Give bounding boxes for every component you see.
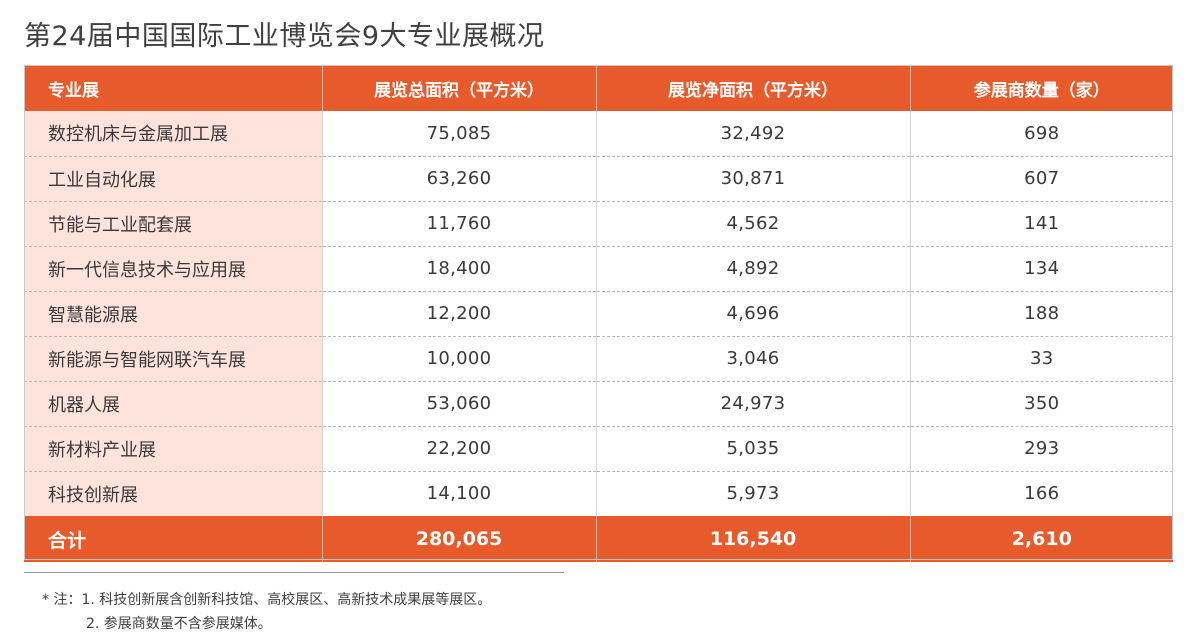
- net-area-sum: 116,540: [596, 516, 911, 562]
- total-area-cell: 10,000: [322, 336, 597, 382]
- net-area-cell: 32,492: [596, 111, 911, 157]
- net-area-cell: 5,035: [596, 426, 911, 472]
- total-area-cell: 22,200: [322, 426, 597, 472]
- header-net-area: 展览净面积（平方米）: [596, 65, 911, 111]
- table-row: 科技创新展 14,100 5,973 166: [24, 471, 1173, 516]
- exhibition-name: 工业自动化展: [24, 156, 323, 202]
- total-area-sum: 280,065: [322, 516, 597, 562]
- net-area-cell: 4,892: [596, 246, 911, 292]
- page-title: 第24届中国国际工业博览会9大专业展概况: [24, 21, 545, 52]
- exhibitor-count-cell: 293: [910, 426, 1173, 472]
- exhibitor-count-sum: 2,610: [910, 516, 1173, 562]
- exhibition-name: 机器人展: [24, 381, 323, 427]
- exhibition-name: 节能与工业配套展: [24, 201, 323, 247]
- footnote-1: * 注：1. 科技创新展含创新科技馆、高校展区、高新技术成果展等展区。: [42, 592, 492, 608]
- net-area-cell: 4,562: [596, 201, 911, 247]
- exhibitor-count-cell: 698: [910, 111, 1173, 157]
- total-row: 合计 280,065 116,540 2,610: [24, 516, 1173, 562]
- exhibition-name: 新能源与智能网联汽车展: [24, 336, 323, 382]
- net-area-cell: 4,696: [596, 291, 911, 337]
- total-area-cell: 14,100: [322, 471, 597, 516]
- footnote-divider: [24, 572, 564, 573]
- exhibitor-count-cell: 141: [910, 201, 1173, 247]
- header-row: 专业展 展览总面积（平方米） 展览净面积（平方米） 参展商数量（家）: [24, 65, 1173, 111]
- net-area-cell: 30,871: [596, 156, 911, 202]
- exhibition-name: 数控机床与金属加工展: [24, 111, 323, 157]
- exhibitor-count-cell: 188: [910, 291, 1173, 337]
- header-exhibition: 专业展: [24, 65, 323, 111]
- table-row: 节能与工业配套展 11,760 4,562 141: [24, 201, 1173, 247]
- exhibition-table: 专业展 展览总面积（平方米） 展览净面积（平方米） 参展商数量（家） 数控机床与…: [24, 65, 1173, 562]
- exhibition-name: 科技创新展: [24, 471, 323, 516]
- net-area-cell: 24,973: [596, 381, 911, 427]
- table-row: 新能源与智能网联汽车展 10,000 3,046 33: [24, 336, 1173, 382]
- exhibition-name: 智慧能源展: [24, 291, 323, 337]
- header-exhibitor-count: 参展商数量（家）: [910, 65, 1173, 111]
- net-area-cell: 3,046: [596, 336, 911, 382]
- exhibitor-count-cell: 33: [910, 336, 1173, 382]
- exhibitor-count-cell: 607: [910, 156, 1173, 202]
- table-row: 工业自动化展 63,260 30,871 607: [24, 156, 1173, 202]
- exhibitor-count-cell: 350: [910, 381, 1173, 427]
- table-row: 数控机床与金属加工展 75,085 32,492 698: [24, 111, 1173, 157]
- total-area-cell: 12,200: [322, 291, 597, 337]
- table-row: 新一代信息技术与应用展 18,400 4,892 134: [24, 246, 1173, 292]
- table-body: 数控机床与金属加工展 75,085 32,492 698 工业自动化展 63,2…: [24, 111, 1173, 516]
- table-header: 专业展 展览总面积（平方米） 展览净面积（平方米） 参展商数量（家）: [24, 65, 1173, 111]
- exhibition-name: 新一代信息技术与应用展: [24, 246, 323, 292]
- table-row: 机器人展 53,060 24,973 350: [24, 381, 1173, 427]
- total-label: 合计: [24, 516, 323, 562]
- total-area-cell: 11,760: [322, 201, 597, 247]
- total-area-cell: 53,060: [322, 381, 597, 427]
- table-row: 新材料产业展 22,200 5,035 293: [24, 426, 1173, 472]
- total-area-cell: 18,400: [322, 246, 597, 292]
- table-row: 智慧能源展 12,200 4,696 188: [24, 291, 1173, 337]
- exhibition-name: 新材料产业展: [24, 426, 323, 472]
- footnote-2: 2. 参展商数量不含参展媒体。: [86, 616, 272, 632]
- exhibitor-count-cell: 166: [1024, 483, 1060, 505]
- table-footer: 合计 280,065 116,540 2,610: [24, 516, 1173, 562]
- total-area-cell: 63,260: [322, 156, 597, 202]
- total-area-cell: 75,085: [322, 111, 597, 157]
- net-area-cell: 5,973: [596, 471, 911, 516]
- exhibitor-count-cell: 134: [910, 246, 1173, 292]
- header-total-area: 展览总面积（平方米）: [322, 65, 597, 111]
